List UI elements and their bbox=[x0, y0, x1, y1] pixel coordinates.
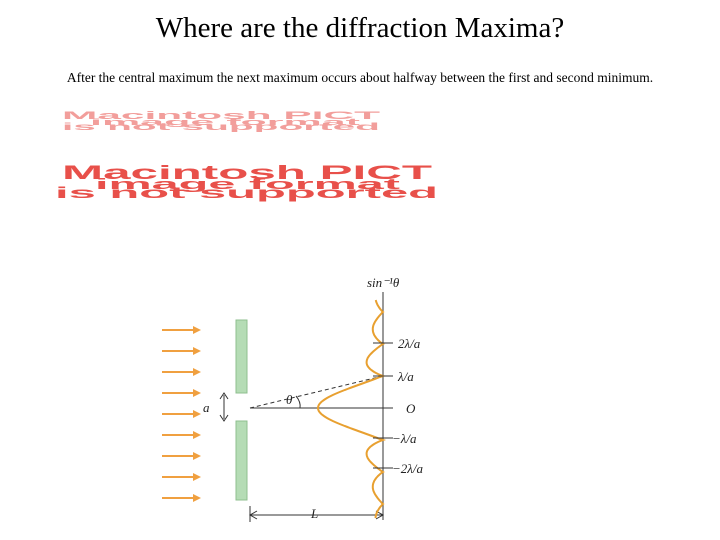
light-arrow-head bbox=[193, 494, 201, 502]
angle-label: θ bbox=[286, 392, 293, 407]
screen-label: O bbox=[406, 401, 416, 416]
body-text: After the central maximum the next maxim… bbox=[66, 70, 654, 85]
pict-placeholder: Macintosh PICT image format is not suppo… bbox=[55, 163, 438, 202]
angle-arc bbox=[295, 395, 301, 409]
light-arrow-head bbox=[193, 452, 201, 460]
screen-label: −2λ/a bbox=[392, 461, 424, 476]
light-arrow-head bbox=[193, 410, 201, 418]
light-arrow-head bbox=[193, 389, 201, 397]
slit-arrow-heads bbox=[219, 392, 229, 422]
placeholder-line: Macintosh PICT bbox=[62, 110, 381, 122]
diffraction-diagram: sin⁻¹θ a θ L 2λ/a λ/a O −λ/a −2λ/a bbox=[162, 275, 424, 522]
screen-label: λ/a bbox=[397, 369, 414, 384]
light-arrow-head bbox=[193, 431, 201, 439]
slit-label: a bbox=[203, 400, 210, 415]
placeholder-line: image format bbox=[95, 176, 400, 193]
axis-label: sin⁻¹θ bbox=[367, 275, 400, 290]
placeholder-line: is not supported bbox=[62, 122, 380, 133]
placeholder-line: image format bbox=[90, 117, 360, 127]
screen-label: 2λ/a bbox=[398, 336, 421, 351]
angle-ray bbox=[249, 375, 384, 409]
placeholder-line: is not supported bbox=[55, 185, 438, 202]
slit-wall bbox=[235, 319, 248, 394]
distance-label: L bbox=[310, 506, 318, 521]
pict-placeholder: Macintosh PICT image format is not suppo… bbox=[62, 110, 381, 133]
screen-label: −λ/a bbox=[392, 431, 417, 446]
intensity-curve bbox=[316, 299, 387, 519]
light-arrow-head bbox=[193, 326, 201, 334]
light-arrow-head bbox=[193, 347, 201, 355]
light-arrow-head bbox=[193, 368, 201, 376]
slit-wall bbox=[235, 420, 248, 501]
distance-arrow-heads bbox=[248, 510, 385, 520]
light-arrow-head bbox=[193, 473, 201, 481]
slide-title: Where are the diffraction Maxima? bbox=[155, 12, 565, 44]
placeholder-line: Macintosh PICT bbox=[62, 163, 433, 184]
